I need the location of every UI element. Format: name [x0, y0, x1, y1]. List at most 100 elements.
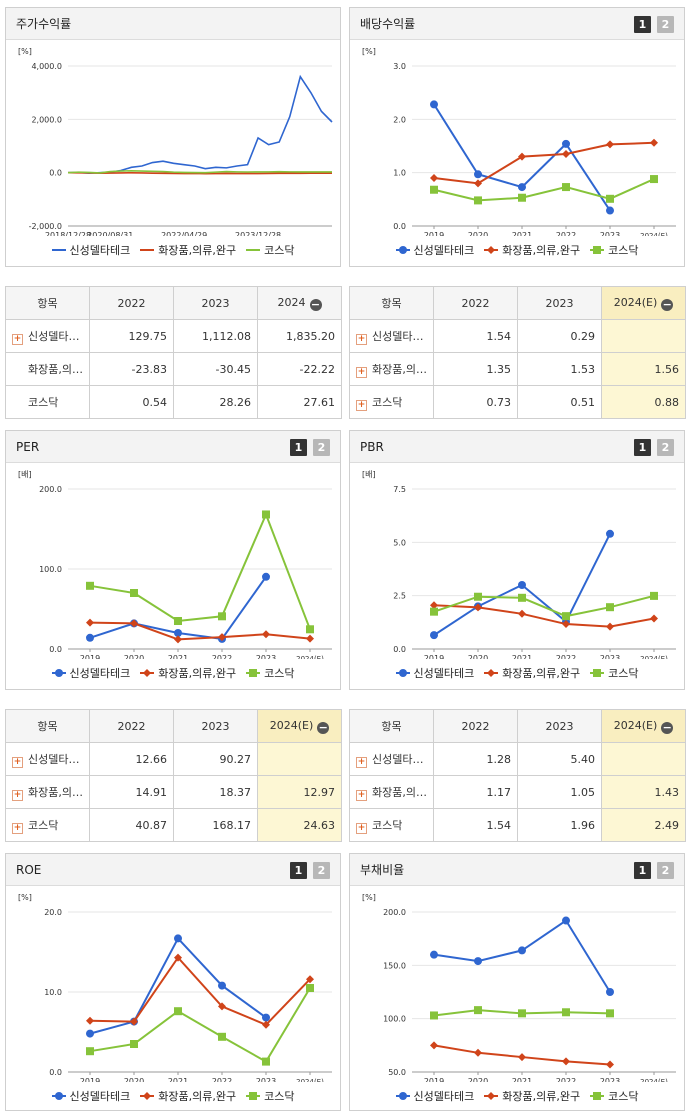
x-tick-label: 2022	[556, 231, 576, 236]
y-tick-label: 100.0	[383, 1015, 406, 1024]
expand-icon[interactable]: +	[12, 756, 23, 768]
table-cell: 1.43	[601, 775, 686, 809]
legend-item[interactable]: 신성델타테크	[51, 242, 130, 258]
expand-icon[interactable]: +	[356, 399, 367, 411]
y-tick-label: 2.5	[393, 592, 406, 601]
page-1-button[interactable]: 1	[634, 16, 651, 33]
row-name: + 신성델타…	[5, 319, 90, 353]
legend-item[interactable]: 신성델타테크	[51, 665, 131, 681]
collapse-icon[interactable]: −	[309, 297, 322, 311]
data-point	[650, 591, 658, 600]
legend-label: 화장품,의류,완구	[158, 244, 237, 257]
data-point	[474, 1048, 482, 1057]
table-cell: 168.17	[173, 808, 258, 842]
page-1-button[interactable]: 1	[290, 862, 307, 879]
page-2-button[interactable]: 2	[313, 439, 330, 456]
data-point	[86, 633, 94, 642]
row-name: + 신성델타…	[349, 742, 434, 776]
page-1-button[interactable]: 1	[634, 439, 651, 456]
page-1-button[interactable]: 1	[290, 439, 307, 456]
column-header-label: 2023	[545, 719, 574, 733]
data-point	[174, 629, 182, 637]
legend-swatch	[140, 669, 155, 677]
data-point	[262, 510, 270, 519]
expand-icon[interactable]: +	[356, 333, 367, 345]
data-point	[606, 1009, 614, 1018]
legend-item[interactable]: 화장품,의류,완구	[140, 665, 236, 681]
data-point	[562, 183, 570, 192]
collapse-icon[interactable]: −	[661, 720, 674, 734]
legend-item[interactable]: 신성델타테크	[51, 1088, 130, 1104]
series-line	[433, 919, 611, 993]
collapse-icon[interactable]: −	[661, 297, 674, 311]
page-2-button[interactable]: 2	[657, 439, 674, 456]
collapse-icon[interactable]: −	[317, 720, 330, 734]
legend-marker	[487, 669, 496, 677]
table-cell: 0.54	[89, 385, 174, 419]
row-name: + 신성델타…	[349, 319, 434, 353]
row-name-label: 화장품,의…	[372, 785, 427, 799]
legend-item[interactable]: 신성델타테크	[395, 1088, 474, 1104]
expand-icon[interactable]: +	[12, 333, 23, 345]
expand-icon[interactable]: +	[356, 756, 367, 768]
legend-swatch	[395, 1092, 410, 1100]
table-cell: -30.45	[173, 352, 258, 386]
page-2-button[interactable]: 2	[657, 16, 674, 33]
x-tick-label: 2018/12/28	[45, 231, 91, 236]
data-point	[562, 620, 570, 629]
data-point	[306, 625, 314, 634]
expand-icon[interactable]: +	[356, 789, 367, 801]
legend-item[interactable]: 화장품,의류,완구	[484, 242, 580, 258]
table-row: + 코스닥 0.73 0.51 0.88	[349, 385, 686, 419]
row-name-label: 신성델타…	[28, 752, 80, 766]
expand-icon[interactable]: +	[12, 789, 23, 801]
column-header-label: 2024(E)	[269, 718, 314, 732]
data-point	[474, 957, 482, 966]
column-header: 2023	[517, 286, 602, 320]
table-cell	[257, 742, 342, 776]
data-point	[174, 617, 182, 625]
page-2-button[interactable]: 2	[657, 862, 674, 879]
legend-item[interactable]: 신성델타테크	[395, 665, 474, 681]
column-header-label: 2022	[461, 719, 490, 733]
legend-item[interactable]: 화장품,의류,완구	[140, 242, 236, 258]
row-name-label: 코스닥	[28, 396, 59, 409]
legend-item[interactable]: 코스닥	[590, 665, 638, 681]
expand-icon[interactable]: +	[12, 822, 23, 834]
data-point	[606, 622, 614, 631]
expand-icon[interactable]: +	[356, 822, 367, 834]
row-name: + 코스닥	[349, 808, 434, 842]
legend-item[interactable]: 코스닥	[590, 242, 638, 258]
y-tick-label: 20.0	[44, 908, 62, 917]
legend-swatch	[140, 1092, 155, 1100]
unit-label: [%]	[18, 47, 32, 56]
legend-label: 화장품,의류,완구	[158, 667, 237, 680]
legend-item[interactable]: 코스닥	[590, 1088, 638, 1104]
table-cell: 5.40	[517, 742, 602, 776]
x-tick-label: 2024(E)	[640, 655, 668, 659]
y-tick-label: 2.0	[393, 115, 406, 124]
legend-item[interactable]: 코스닥	[246, 242, 294, 258]
table-row: + 화장품,의… 14.91 18.37 12.97	[5, 775, 342, 809]
legend-item[interactable]: 코스닥	[246, 1088, 294, 1104]
legend-label: 코스닥	[608, 1090, 639, 1103]
legend-item[interactable]: 화장품,의류,완구	[484, 1088, 580, 1104]
legend-swatch	[51, 1092, 66, 1100]
row-name-label: 화장품,의…	[28, 785, 83, 799]
legend-item[interactable]: 코스닥	[246, 665, 294, 681]
legend-label: 신성델타테크	[69, 667, 131, 680]
legend-label: 화장품,의류,완구	[502, 244, 581, 257]
page-1-button[interactable]: 1	[634, 862, 651, 879]
expand-icon[interactable]: +	[356, 366, 367, 378]
y-tick-label: 0.0	[49, 169, 62, 178]
legend-item[interactable]: 신성델타테크	[395, 242, 474, 258]
data-point	[262, 1013, 270, 1022]
legend-item[interactable]: 화장품,의류,완구	[140, 1088, 236, 1104]
page-2-button[interactable]: 2	[313, 862, 330, 879]
column-header-label: 2022	[461, 296, 490, 310]
data-point	[562, 612, 570, 621]
legend-item[interactable]: 화장품,의류,완구	[484, 665, 580, 681]
y-tick-label: 0.0	[393, 645, 406, 654]
column-header: 2022	[89, 709, 174, 743]
